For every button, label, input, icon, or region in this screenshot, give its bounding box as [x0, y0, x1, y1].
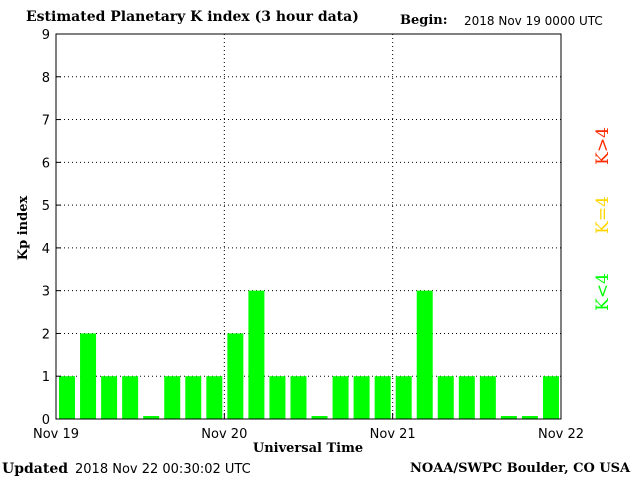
grid-lines	[56, 34, 561, 419]
x-tick-label: Nov 20	[201, 427, 247, 442]
x-tick-label: Nov 22	[538, 427, 584, 442]
begin-value: 2018 Nov 19 0000 UTC	[464, 14, 603, 28]
kp-bar	[59, 376, 76, 419]
kp-bar	[269, 376, 286, 419]
x-axis-label: Universal Time	[253, 441, 363, 456]
y-tick-label: 6	[42, 156, 50, 171]
y-tick-label: 5	[42, 199, 50, 214]
kp-bar	[206, 376, 223, 419]
y-tick-label: 0	[42, 413, 50, 428]
y-tick-label: 7	[42, 114, 50, 129]
kp-bar	[227, 333, 244, 419]
axis-ticks: 0 1 2 3 4 5 6 7 8 9 Nov 19 Nov 20 Nov 21 Nov 22	[33, 28, 584, 442]
kp-bar	[80, 333, 97, 419]
x-tick-label: Nov 19	[33, 427, 79, 442]
plot-frame	[55, 33, 562, 420]
source-credit: NOAA/SWPC Boulder, CO USA	[410, 461, 631, 476]
y-tick-label: 1	[42, 370, 50, 385]
kp-bar	[479, 376, 496, 419]
kp-bar	[311, 416, 328, 419]
kp-bar	[143, 416, 160, 419]
kp-bar	[395, 376, 412, 419]
y-tick-label: 2	[42, 327, 50, 342]
begin-label: Begin:	[400, 13, 448, 28]
x-tick-label: Nov 21	[370, 427, 416, 442]
kp-bar	[101, 376, 118, 419]
kp-bar	[332, 376, 349, 419]
kp-bar	[248, 290, 265, 419]
kp-bar	[185, 376, 202, 419]
kp-bar	[500, 416, 517, 419]
legend-item: K>4	[593, 127, 613, 165]
kp-bar	[353, 376, 370, 419]
updated-value: 2018 Nov 22 00:30:02 UTC	[75, 462, 251, 477]
y-tick-label: 8	[42, 71, 50, 86]
bars	[59, 290, 559, 419]
kp-bar	[164, 376, 181, 419]
y-tick-label: 4	[42, 242, 50, 257]
legend-item: K<4	[593, 273, 613, 311]
kp-bar	[122, 376, 139, 419]
y-axis-label: Kp index	[16, 196, 31, 261]
legend: K<4 K=4 K>4	[593, 127, 613, 311]
kp-bar	[374, 376, 391, 419]
y-tick-label: 9	[42, 28, 50, 43]
kp-bar	[542, 376, 559, 419]
kp-bar	[458, 376, 475, 419]
updated-label: Updated	[2, 461, 69, 477]
y-tick-label: 3	[42, 285, 50, 300]
legend-item: K=4	[593, 196, 613, 234]
kp-bar	[290, 376, 307, 419]
chart-title: Estimated Planetary K index (3 hour data…	[26, 9, 359, 25]
kp-bar	[416, 290, 433, 419]
kp-bar	[437, 376, 454, 419]
kp-bar	[521, 416, 538, 419]
